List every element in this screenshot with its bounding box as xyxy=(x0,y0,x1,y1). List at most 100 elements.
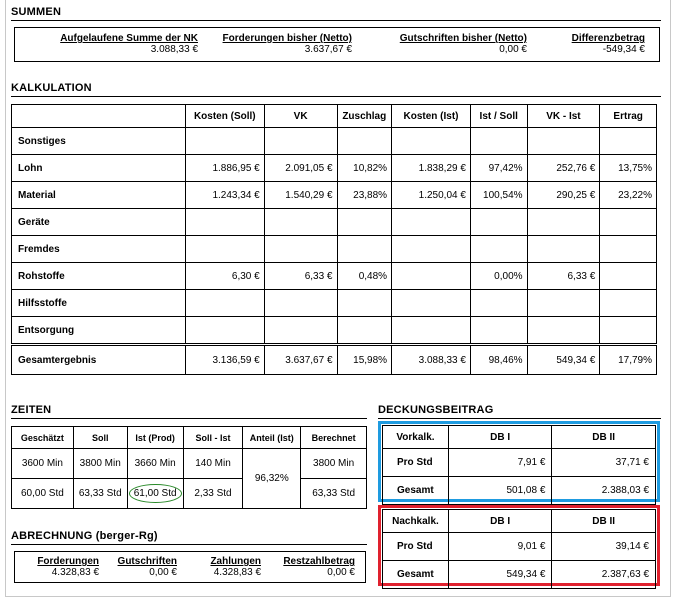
kalkulation-row: Rohstoffe 6,30 €6,33 €0,48% 0,00% 6,33 € xyxy=(11,262,657,290)
kalkulation-corner xyxy=(11,104,186,128)
row-label: Hilfsstoffe xyxy=(11,289,186,317)
row-label: Material xyxy=(11,181,186,209)
abrechnung-gutschriften: Gutschriften 0,00 € xyxy=(103,556,177,578)
kalkulation-cell: 6,33 € xyxy=(263,262,338,290)
kalkulation-cell xyxy=(391,208,471,236)
db2-value: 2.388,03 € xyxy=(551,476,656,505)
kalkulation-cell xyxy=(184,127,265,155)
kalkulation-cell xyxy=(599,208,657,236)
db1-value: 7,91 € xyxy=(447,448,553,477)
abrechnung-value: 0,00 € xyxy=(327,567,355,578)
kalkulation-cell xyxy=(336,127,393,155)
summen-label: Differenzbetrag xyxy=(571,33,645,44)
kalkulation-cell: 1.886,95 € xyxy=(184,154,265,182)
column-header: VK xyxy=(263,104,338,128)
vorkalk-row: Pro Std 7,91 € 37,71 € xyxy=(382,448,656,477)
kalkulation-cell: 97,42% xyxy=(469,154,528,182)
kalkulation-cell xyxy=(469,289,528,317)
kalkulation-cell xyxy=(391,262,471,290)
nachkalk-table: Nachkalk. DB I DB II Pro Std 9,01 € 39,1… xyxy=(382,509,656,589)
report-page xyxy=(5,0,671,597)
summen-gutschriften: Gutschriften bisher (Netto) 0,00 € xyxy=(385,33,527,55)
column-header: DB I xyxy=(447,509,553,533)
zeiten-diff-min: 140 Min xyxy=(182,448,244,479)
abrechnung-label: Forderungen xyxy=(37,556,99,567)
kalkulation-cell xyxy=(184,235,265,263)
db2-value: 39,14 € xyxy=(551,532,656,561)
row-label: Gesamtergebnis xyxy=(11,343,186,375)
zeiten-table: Geschätzt Soll Ist (Prod) Soll - Ist Ant… xyxy=(11,426,367,509)
kalkulation-cell: 3.088,33 € xyxy=(391,343,471,375)
abrechnung-restzahlbetrag: Restzahlbetrag 0,00 € xyxy=(271,556,355,578)
row-label: Sonstiges xyxy=(11,127,186,155)
abrechnung-label: Restzahlbetrag xyxy=(283,556,355,567)
nachkalk-row: Gesamt 549,34 € 2.387,63 € xyxy=(382,560,656,589)
kalkulation-cell: 549,34 € xyxy=(526,343,601,375)
zeiten-soll-std: 63,33 Std xyxy=(72,478,128,509)
column-header: Ertrag xyxy=(599,104,657,128)
summen-box: Aufgelaufene Summe der NK 3.088,33 € For… xyxy=(14,27,660,62)
db2-value: 37,71 € xyxy=(551,448,656,477)
kalkulation-cell xyxy=(469,235,528,263)
abrechnung-label: Zahlungen xyxy=(210,556,261,567)
row-label: Entsorgung xyxy=(11,316,186,345)
summen-value: 3.637,67 € xyxy=(304,44,352,55)
db1-value: 549,34 € xyxy=(447,560,553,589)
column-header: Soll - Ist xyxy=(182,426,244,449)
kalkulation-cell: 3.637,67 € xyxy=(263,343,338,375)
summen-title: SUMMEN xyxy=(11,6,62,18)
vorkalk-row: Gesamt 501,08 € 2.388,03 € xyxy=(382,476,656,505)
kalkulation-total-row: Gesamtergebnis 3.136,59 €3.637,67 €15,98%… xyxy=(11,343,657,375)
column-header: DB I xyxy=(447,425,553,449)
db1-value: 501,08 € xyxy=(447,476,553,505)
db1-value: 9,01 € xyxy=(447,532,553,561)
kalkulation-cell: 10,82% xyxy=(336,154,393,182)
kalkulation-row: Material 1.243,34 €1.540,29 €23,88% 1.250,… xyxy=(11,181,657,209)
kalkulation-cell xyxy=(263,127,338,155)
row-label: Pro Std xyxy=(382,532,449,561)
kalkulation-cell xyxy=(336,289,393,317)
zeiten-anteil: 96,32% xyxy=(242,448,302,509)
nachkalk-label: Nachkalk. xyxy=(382,509,449,533)
kalkulation-cell xyxy=(599,316,657,345)
kalkulation-cell xyxy=(336,208,393,236)
row-label: Lohn xyxy=(11,154,186,182)
kalkulation-cell xyxy=(184,208,265,236)
kalkulation-cell: 0,48% xyxy=(336,262,393,290)
zeiten-title: ZEITEN xyxy=(11,404,52,416)
zeiten-berechnet-std: 63,33 Std xyxy=(300,478,367,509)
kalkulation-cell xyxy=(391,316,471,345)
kalkulation-cell: 1.243,34 € xyxy=(184,181,265,209)
kalkulation-cell: 17,79% xyxy=(599,343,657,375)
kalkulation-cell xyxy=(184,316,265,345)
vorkalk-header-row: Vorkalk. DB I DB II xyxy=(382,425,656,449)
kalkulation-cell: 1.250,04 € xyxy=(391,181,471,209)
deckungsbeitrag-rule xyxy=(378,418,661,419)
zeiten-ist-min: 3660 Min xyxy=(126,448,184,479)
kalkulation-table: Kosten (Soll) VK Zuschlag Kosten (Ist) I… xyxy=(11,104,657,375)
abrechnung-label: Gutschriften xyxy=(117,556,177,567)
kalkulation-cell xyxy=(469,316,528,345)
kalkulation-cell xyxy=(599,235,657,263)
column-header: Kosten (Soll) xyxy=(184,104,265,128)
row-label: Gesamt xyxy=(382,476,449,505)
summen-differenz: Differenzbetrag -549,34 € xyxy=(555,33,645,55)
kalkulation-cell xyxy=(263,316,338,345)
column-header: DB II xyxy=(551,425,656,449)
abrechnung-zahlungen: Zahlungen 4.328,83 € xyxy=(181,556,261,578)
kalkulation-cell: 0,00% xyxy=(469,262,528,290)
zeiten-hours-row: 60,00 Std 63,33 Std 61,00 Std 2,33 Std 6… xyxy=(11,478,367,509)
zeiten-minutes-row: 3600 Min 3800 Min 3660 Min 140 Min 96,32… xyxy=(11,448,367,509)
summen-label: Forderungen bisher (Netto) xyxy=(222,33,352,44)
row-label: Geräte xyxy=(11,208,186,236)
kalkulation-cell xyxy=(469,208,528,236)
kalkulation-row: Sonstiges xyxy=(11,127,657,155)
kalkulation-cell xyxy=(391,127,471,155)
kalkulation-row: Hilfsstoffe xyxy=(11,289,657,317)
kalkulation-cell xyxy=(336,235,393,263)
kalkulation-cell xyxy=(263,289,338,317)
abrechnung-value: 4.328,83 € xyxy=(213,567,261,578)
kalkulation-cell: 6,33 € xyxy=(526,262,601,290)
kalkulation-cell xyxy=(526,289,601,317)
nachkalk-header-row: Nachkalk. DB I DB II xyxy=(382,509,656,533)
